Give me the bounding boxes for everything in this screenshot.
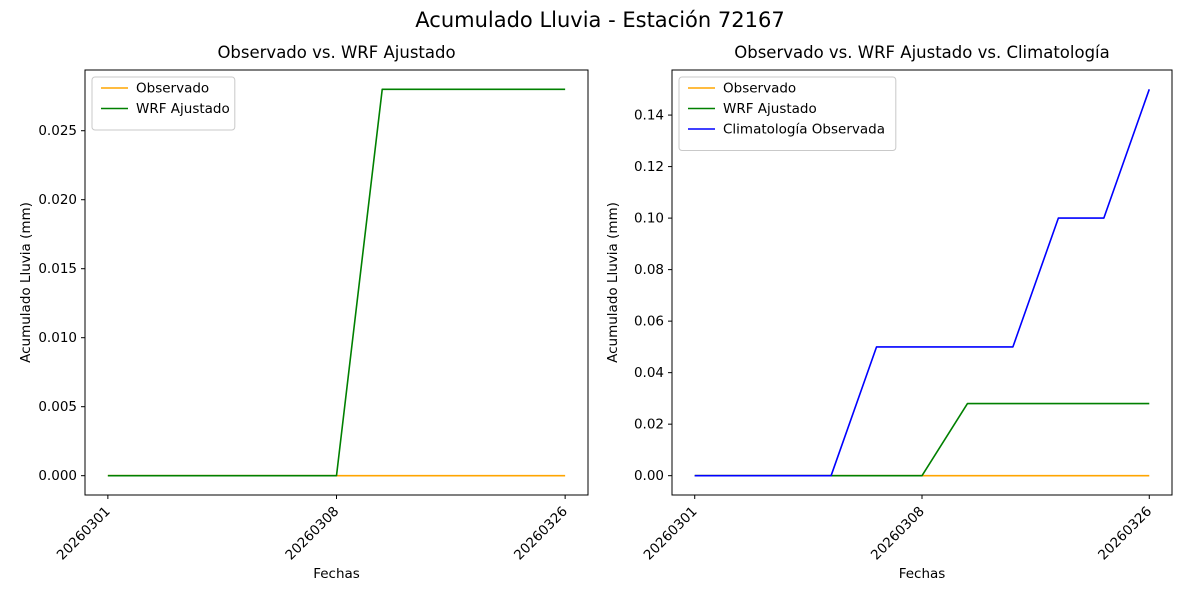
x-tick-label: 20260326 [511, 504, 571, 564]
x-tick-label: 20260301 [641, 504, 701, 564]
series-line-wrf-ajustado [694, 402, 1150, 477]
plot-area [84, 69, 589, 496]
y-tick-label: 0.14 [634, 108, 664, 124]
x-axis-label: Fechas [899, 566, 946, 582]
subplot-title: Observado vs. WRF Ajustado [217, 43, 455, 62]
legend-label: Observado [136, 81, 209, 97]
series-line-wrf-ajustado [107, 88, 566, 477]
y-tick-label: 0.10 [634, 211, 664, 227]
y-tick-label: 0.020 [38, 192, 77, 208]
legend-box [91, 76, 236, 131]
y-tick-label: 0.00 [634, 468, 664, 484]
legend-box [678, 76, 897, 151]
y-tick-label: 0.04 [634, 365, 664, 381]
y-tick-label: 0.015 [38, 261, 77, 277]
y-axis-label: Acumulado Lluvia (mm) [18, 202, 34, 363]
y-tick-label: 0.010 [38, 330, 77, 346]
series-line-climatolog-a-observada [694, 89, 1151, 477]
y-tick-label: 0.005 [38, 399, 77, 415]
y-tick-label: 0.08 [634, 262, 664, 278]
y-tick-label: 0.12 [634, 159, 664, 175]
x-tick-label: 20260308 [282, 504, 342, 564]
x-tick-label: 20260308 [868, 504, 928, 564]
y-axis-label: Acumulado Lluvia (mm) [605, 202, 621, 363]
legend-label: WRF Ajustado [136, 101, 230, 117]
x-tick-label: 20260301 [54, 504, 114, 564]
chart-observado-vs-wrf: 0.000 0.005 0.010 0.015 0.020 0.025 20260301 20… [18, 43, 589, 582]
y-tick-label: 0.06 [634, 314, 664, 330]
legend-label: Climatología Observada [723, 122, 885, 138]
subplot-title: Observado vs. WRF Ajustado vs. Climatolo… [734, 43, 1110, 62]
y-tick-label: 0.02 [634, 417, 664, 433]
figure-title: Acumulado Lluvia - Estación 72167 [415, 8, 785, 32]
chart-observado-vs-wrf-vs-climatologia: 0.00 0.02 0.04 0.06 0.08 0.10 0.12 0.14 20260301… [605, 43, 1173, 582]
y-tick-label: 0.000 [38, 468, 77, 484]
legend-label: Observado [723, 81, 796, 97]
x-axis-label: Fechas [313, 566, 360, 582]
legend-label: WRF Ajustado [723, 101, 817, 117]
x-tick-label: 20260326 [1095, 504, 1155, 564]
y-tick-label: 0.025 [38, 123, 77, 139]
